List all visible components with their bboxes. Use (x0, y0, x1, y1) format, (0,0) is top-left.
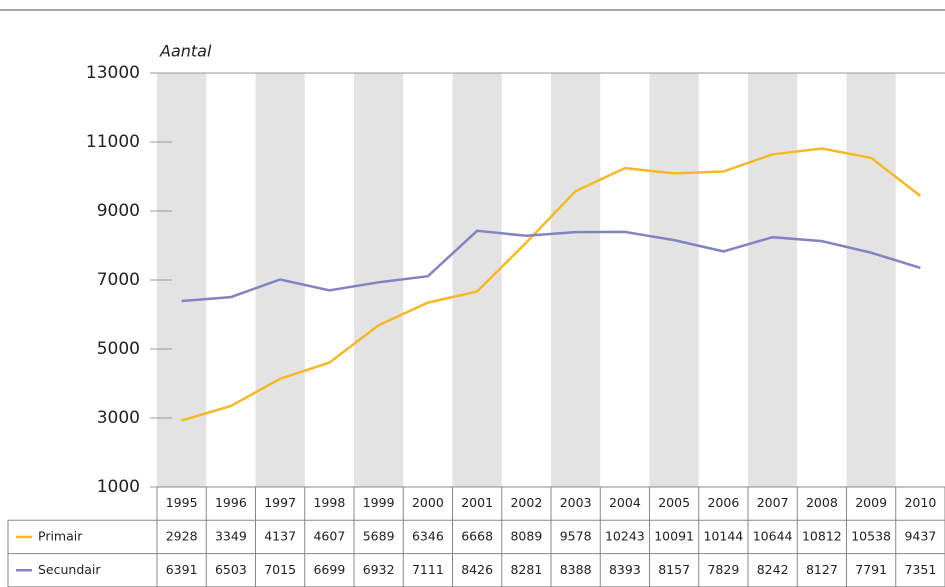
table-cell: 6699 (313, 562, 345, 577)
table-cell: 8242 (757, 562, 789, 577)
x-tick-label: 1995 (166, 495, 198, 510)
stripe (649, 73, 699, 487)
table-cell: 3349 (215, 528, 247, 543)
table-cell: 7351 (904, 562, 936, 577)
y-tick-label: 7000 (97, 270, 140, 290)
table-cell: 4137 (264, 528, 296, 543)
table-cell: 8089 (510, 528, 542, 543)
table-cell: 9437 (904, 528, 936, 543)
x-tick-label: 2001 (461, 495, 493, 510)
table-cell: 7791 (855, 562, 887, 577)
table-cell: 8281 (510, 562, 542, 577)
table-cell: 2928 (166, 528, 198, 543)
table-cell: 9578 (560, 528, 592, 543)
stripe (551, 73, 601, 487)
table-cell: 5689 (363, 528, 395, 543)
table-cell: 10091 (654, 528, 694, 543)
x-tick-label: 2006 (707, 495, 739, 510)
table-cell: 8157 (658, 562, 690, 577)
series-line (181, 229, 921, 303)
table-cell: 7015 (264, 562, 296, 577)
x-tick-label: 2002 (510, 495, 542, 510)
x-tick-label: 2004 (609, 495, 641, 510)
y-axis-label: Aantal (159, 42, 212, 61)
y-tick-label: 9000 (97, 201, 140, 221)
stripe (452, 73, 502, 487)
x-tick-label: 1999 (363, 495, 395, 510)
x-tick-label: 2009 (855, 495, 887, 510)
table-cell: 8388 (560, 562, 592, 577)
x-tick-label: 1997 (264, 495, 296, 510)
stripe (748, 73, 798, 487)
y-tick-label: 13000 (86, 63, 140, 83)
table-cell: 4607 (313, 528, 345, 543)
table-cell: 10644 (753, 528, 793, 543)
table-cell: 6346 (412, 528, 444, 543)
table-cell: 6391 (166, 562, 198, 577)
y-tick-label: 3000 (97, 408, 140, 428)
table-cell: 7111 (412, 562, 444, 577)
x-tick-label: 2005 (658, 495, 690, 510)
series-line (181, 147, 922, 422)
x-tick-label: 2008 (806, 495, 838, 510)
table-cell: 6503 (215, 562, 247, 577)
table-cell: 10812 (802, 528, 842, 543)
stripe (846, 73, 896, 487)
x-tick-label: 2000 (412, 495, 444, 510)
table-cell: 7829 (707, 562, 739, 577)
x-tick-label: 2003 (560, 495, 592, 510)
table-cell: 8393 (609, 562, 641, 577)
table-cell: 10144 (703, 528, 743, 543)
table-cell: 8127 (806, 562, 838, 577)
table-cell: 10538 (851, 528, 891, 543)
table-cell: 6668 (461, 528, 493, 543)
legend-label: Primair (38, 528, 83, 543)
x-tick-label: 2007 (757, 495, 789, 510)
table-cell: 6932 (363, 562, 395, 577)
y-tick-label: 11000 (86, 132, 140, 152)
y-tick-label: 1000 (97, 477, 140, 497)
y-tick-label: 5000 (97, 339, 140, 359)
table-cell: 10243 (605, 528, 645, 543)
x-tick-label: 2010 (904, 495, 936, 510)
legend-label: Secundair (38, 562, 101, 577)
table-cell: 8426 (461, 562, 493, 577)
x-tick-label: 1996 (215, 495, 247, 510)
x-tick-label: 1998 (313, 495, 345, 510)
